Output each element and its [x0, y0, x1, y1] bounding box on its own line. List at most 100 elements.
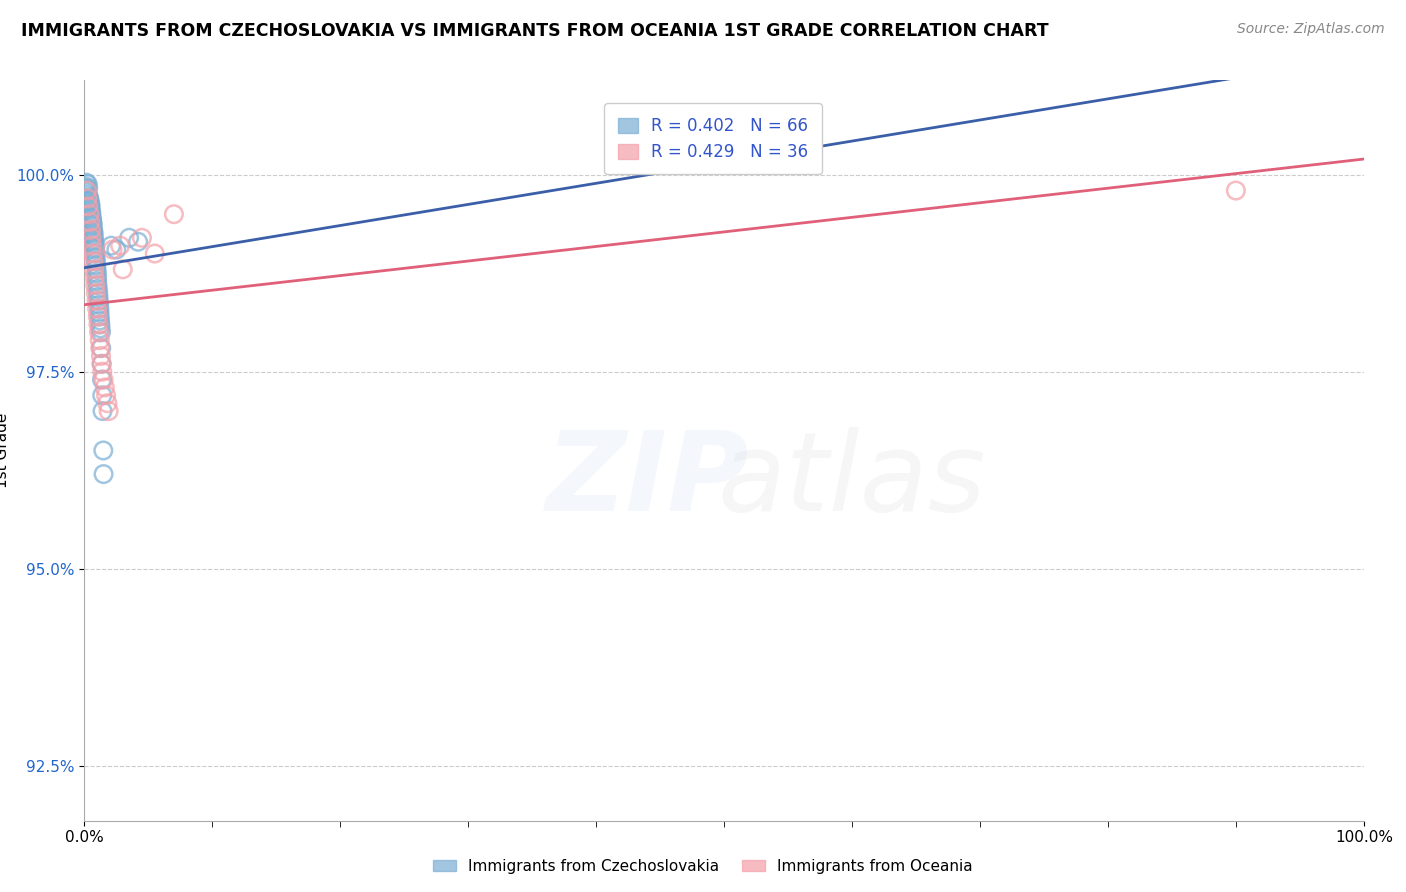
Point: [83, 237, 105, 252]
Point: [89, 305, 111, 319]
Point: [76, 187, 98, 202]
Point: [163, 207, 186, 221]
Point: [87, 318, 110, 332]
Point: [84, 278, 107, 293]
Point: [87, 282, 110, 296]
Y-axis label: 1st Grade: 1st Grade: [0, 413, 10, 488]
Point: [91, 388, 114, 402]
Point: [80, 211, 103, 226]
Point: [90, 357, 112, 371]
Point: [86, 278, 108, 293]
Point: [90, 357, 112, 371]
Point: [93, 467, 115, 481]
Text: Source: ZipAtlas.com: Source: ZipAtlas.com: [1237, 22, 1385, 37]
Point: [86, 301, 108, 316]
Point: [86, 274, 108, 288]
Point: [89, 318, 111, 332]
Point: [83, 240, 105, 254]
Point: [80, 231, 103, 245]
Point: [79, 215, 101, 229]
Point: [101, 243, 124, 257]
Point: [87, 326, 110, 340]
Point: [79, 195, 101, 210]
Point: [89, 321, 111, 335]
Point: [91, 443, 114, 458]
Point: [90, 349, 112, 363]
Point: [86, 262, 108, 277]
Point: [80, 207, 103, 221]
Point: [76, 184, 98, 198]
Point: [91, 404, 114, 418]
Point: [76, 182, 98, 196]
Point: [79, 207, 101, 221]
Point: [100, 238, 122, 252]
Point: [80, 223, 103, 237]
Point: [79, 201, 101, 215]
Point: [75, 176, 97, 190]
Point: [94, 388, 117, 402]
Point: [79, 199, 101, 213]
Point: [84, 259, 107, 273]
Point: [77, 199, 100, 213]
Point: [91, 365, 114, 379]
Point: [143, 246, 166, 260]
Point: [80, 209, 103, 223]
Text: IMMIGRANTS FROM CZECHOSLOVAKIA VS IMMIGRANTS FROM OCEANIA 1ST GRADE CORRELATION : IMMIGRANTS FROM CZECHOSLOVAKIA VS IMMIGR…: [21, 22, 1049, 40]
Point: [1225, 184, 1247, 198]
Point: [80, 205, 103, 219]
Point: [82, 246, 104, 260]
Point: [79, 198, 101, 212]
Point: [76, 184, 98, 198]
Text: atlas: atlas: [717, 426, 987, 533]
Point: [97, 404, 120, 418]
Point: [82, 223, 104, 237]
Point: [89, 341, 111, 355]
Point: [79, 194, 101, 208]
Point: [76, 178, 98, 192]
Point: [96, 396, 118, 410]
Point: [82, 219, 104, 233]
Point: [83, 270, 105, 285]
Point: [89, 313, 111, 327]
Point: [111, 262, 134, 277]
Point: [89, 333, 111, 347]
Point: [87, 285, 110, 300]
Point: [90, 326, 112, 340]
Point: [83, 243, 105, 257]
Point: [84, 251, 107, 265]
Point: [90, 341, 112, 355]
Point: [86, 266, 108, 280]
Point: [105, 243, 128, 257]
Legend: R = 0.402   N = 66, R = 0.429   N = 36: R = 0.402 N = 66, R = 0.429 N = 36: [605, 103, 821, 175]
Point: [87, 293, 110, 308]
Point: [80, 238, 103, 252]
Point: [118, 231, 141, 245]
Point: [77, 191, 100, 205]
Point: [80, 213, 103, 227]
Point: [86, 270, 108, 285]
Point: [82, 254, 104, 268]
Point: [83, 232, 105, 246]
Point: [76, 185, 98, 199]
Point: [77, 193, 100, 207]
Point: [89, 310, 111, 324]
Point: [75, 179, 97, 194]
Point: [83, 227, 105, 241]
Point: [80, 203, 103, 218]
Point: [127, 235, 149, 249]
Point: [83, 235, 105, 249]
Point: [87, 298, 110, 312]
Point: [83, 262, 105, 277]
Point: [76, 191, 98, 205]
Point: [83, 229, 105, 244]
Text: ZIP: ZIP: [546, 426, 749, 533]
Point: [87, 290, 110, 304]
Point: [77, 190, 100, 204]
Point: [131, 231, 153, 245]
Point: [108, 238, 131, 252]
Point: [84, 246, 107, 260]
Point: [82, 217, 104, 231]
Legend: Immigrants from Czechoslovakia, Immigrants from Oceania: Immigrants from Czechoslovakia, Immigran…: [427, 853, 979, 880]
Point: [93, 373, 115, 387]
Point: [82, 215, 104, 229]
